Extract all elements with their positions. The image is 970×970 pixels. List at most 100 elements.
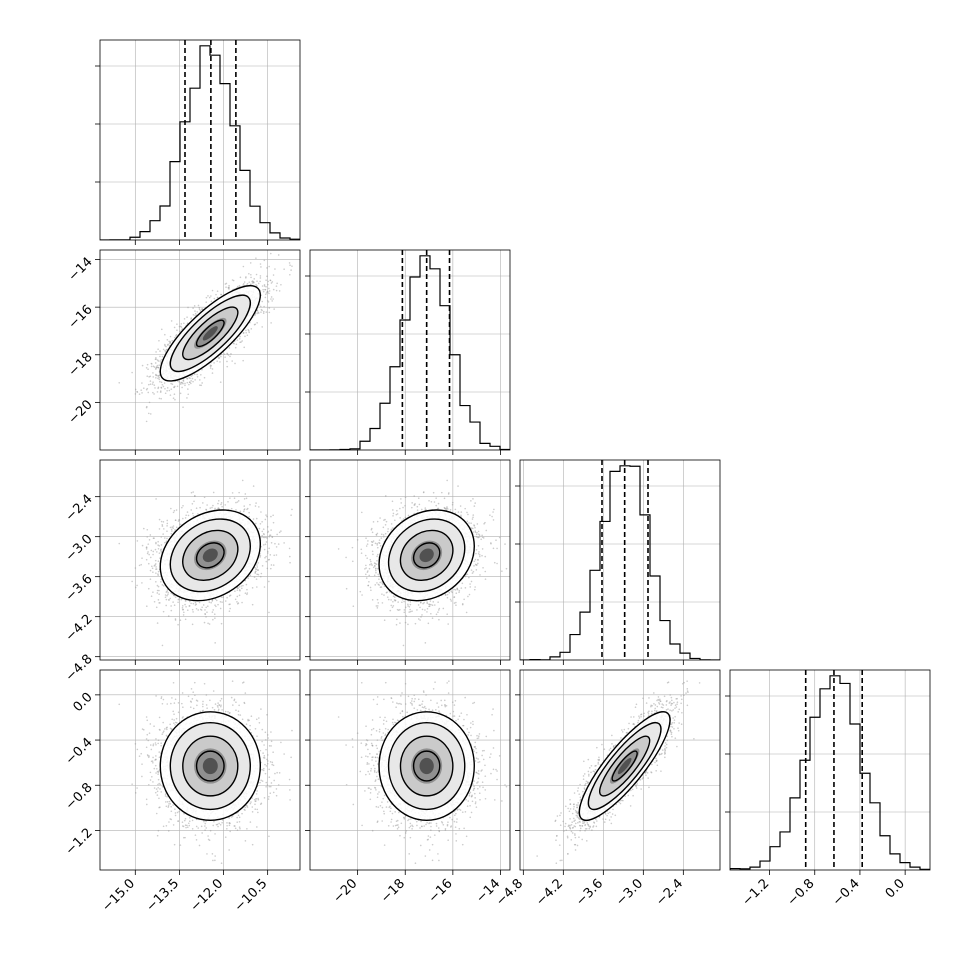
sample-point <box>160 536 163 538</box>
sample-point <box>199 384 201 386</box>
sample-point <box>157 377 159 380</box>
sample-point <box>265 292 268 294</box>
sample-point <box>192 307 194 309</box>
sample-point <box>158 545 161 547</box>
sample-point <box>156 391 159 393</box>
sample-point <box>270 541 273 544</box>
sample-point <box>256 309 259 312</box>
sample-point <box>160 397 162 400</box>
sample-point <box>264 296 267 299</box>
sample-point <box>176 323 178 325</box>
sample-point <box>274 542 276 545</box>
sample-point <box>181 386 183 389</box>
sample-point <box>155 356 157 359</box>
sample-point <box>169 335 172 338</box>
sample-point <box>166 594 168 597</box>
sample-point <box>182 406 184 409</box>
sample-point <box>246 592 249 594</box>
sample-point <box>155 606 158 609</box>
sample-point <box>163 382 166 384</box>
sample-point <box>155 366 158 368</box>
sample-point <box>289 561 291 564</box>
sample-point <box>145 420 148 423</box>
sample-point <box>184 600 187 602</box>
sample-point <box>182 379 185 382</box>
sample-point <box>193 500 195 503</box>
sample-point <box>172 601 174 603</box>
sample-point <box>157 386 160 389</box>
sample-point <box>186 397 188 399</box>
sample-point <box>171 526 173 528</box>
sample-point <box>242 359 244 362</box>
sample-point <box>261 530 264 533</box>
sample-point <box>265 279 267 281</box>
sample-point <box>146 536 149 538</box>
sample-point <box>181 607 184 609</box>
sample-point <box>269 279 272 282</box>
sample-point <box>247 329 250 332</box>
sample-point <box>259 277 262 279</box>
sample-point <box>152 571 154 573</box>
sample-point <box>211 372 214 374</box>
sample-point <box>189 377 191 380</box>
sample-point <box>225 286 227 288</box>
sample-point <box>184 382 186 385</box>
sample-point <box>172 527 174 529</box>
sample-point <box>256 280 258 283</box>
sample-point <box>170 388 173 390</box>
sample-point <box>176 385 179 388</box>
sample-point <box>166 338 169 341</box>
sample-point <box>263 548 266 551</box>
sample-point <box>148 376 150 378</box>
sample-point <box>155 498 157 500</box>
sample-point <box>252 518 255 520</box>
sample-point <box>187 306 189 309</box>
sample-point <box>171 383 174 386</box>
sample-point <box>231 279 234 281</box>
sample-point <box>220 622 223 625</box>
sample-point <box>186 377 189 380</box>
sample-point <box>166 537 168 540</box>
sample-point <box>268 292 270 295</box>
sample-point <box>152 591 154 593</box>
sample-point <box>196 311 199 313</box>
sample-point <box>214 604 216 606</box>
sample-point <box>253 576 256 578</box>
sample-point <box>155 351 157 353</box>
sample-point <box>202 502 204 504</box>
sample-point <box>269 554 272 556</box>
sample-point <box>156 589 159 592</box>
sample-point <box>268 547 270 550</box>
sample-point <box>212 609 215 611</box>
sample-point <box>238 337 241 340</box>
sample-point <box>162 533 164 535</box>
sample-point <box>270 296 273 298</box>
sample-point <box>165 591 168 593</box>
sample-point <box>219 381 222 383</box>
sample-point <box>141 382 143 384</box>
sample-point <box>231 360 233 362</box>
sample-point <box>212 491 215 494</box>
sample-point <box>159 390 162 392</box>
sample-point <box>268 311 271 314</box>
sample-point <box>242 265 245 268</box>
sample-point <box>193 305 196 307</box>
sample-point <box>197 513 199 515</box>
sample-point <box>256 566 259 568</box>
sample-point <box>161 584 164 586</box>
sample-point <box>172 511 175 514</box>
sample-point <box>259 275 262 277</box>
sample-point <box>149 569 152 572</box>
sample-point <box>208 623 211 625</box>
sample-point <box>242 331 245 334</box>
sample-point <box>266 567 269 570</box>
sample-point <box>220 503 222 506</box>
sample-point <box>259 522 262 525</box>
sample-point <box>157 585 160 588</box>
sample-point <box>266 275 268 278</box>
sample-point <box>250 273 252 276</box>
histogram-step <box>100 45 300 240</box>
sample-point <box>159 350 161 352</box>
sample-point <box>217 603 219 606</box>
sample-point <box>219 361 221 363</box>
